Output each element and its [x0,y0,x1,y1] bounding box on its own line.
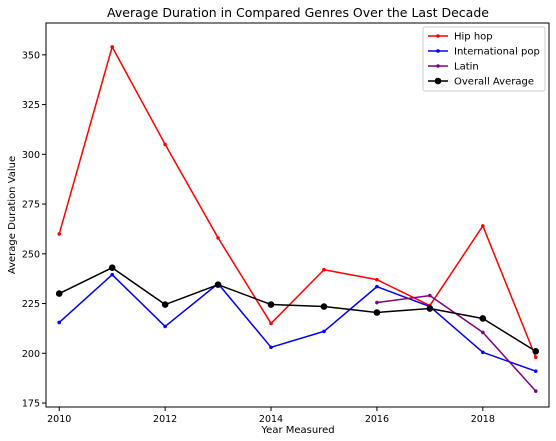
data-point [426,305,434,312]
data-point [320,303,328,310]
x-tick-label: 2014 [259,414,283,425]
data-point [163,324,167,329]
data-point [267,301,275,308]
data-point [481,330,485,335]
data-point [479,315,487,322]
series-line [58,46,537,358]
legend-swatch-marker [436,34,440,38]
legend-label: Latin [454,62,479,73]
series-line [376,294,537,392]
y-tick-label: 200 [22,349,40,360]
data-point [322,267,326,272]
legend-entry: Latin [428,62,479,73]
data-point [57,232,62,236]
data-point [533,355,538,360]
data-point [533,369,538,373]
data-point [108,264,116,272]
chart-title: Average Duration in Compared Genres Over… [107,5,489,20]
series-line [58,273,537,372]
data-point [375,284,379,289]
x-tick-label: 2012 [153,414,177,425]
legend-entry: Overall Average [428,77,534,88]
y-tick-label: 300 [22,150,40,161]
series-line [58,266,537,352]
series-hip-hop [57,45,538,360]
plot-frame [45,22,550,408]
data-point [110,45,114,49]
data-point [57,320,62,325]
legend-label: Overall Average [454,77,534,88]
x-tick-label: 2018 [471,414,495,425]
legend-swatch-marker [436,49,440,53]
data-point [163,142,167,147]
y-tick-label: 325 [22,100,40,111]
series-group [55,45,540,393]
data-point [216,236,220,240]
legend-label: Hip hop [454,32,493,43]
legend-entry: International pop [428,47,540,58]
y-axis-label: Average Duration Value [7,156,18,274]
legend-swatch-marker [434,77,442,85]
data-point [375,277,379,282]
legend-entry: Hip hop [428,32,493,43]
legend: Hip hop International pop Latin Overall Ave… [422,26,546,92]
data-point [481,350,485,355]
data-point [481,224,485,228]
x-tick-label: 2016 [365,414,389,425]
data-point [269,345,273,350]
axis-ticks: 2010 2012 2014 2016 2018 175 200 225 250 275 300 32… [22,50,495,425]
y-tick-label: 275 [22,200,40,211]
data-point [161,301,169,308]
series-overall-average [55,264,540,355]
y-tick-label: 225 [22,299,40,310]
legend-label: International pop [454,47,540,58]
legend-swatch-marker [436,64,440,68]
x-tick-label: 2010 [47,414,71,425]
data-point [375,300,379,305]
y-tick-label: 175 [22,399,40,410]
data-point [533,389,538,393]
data-point [55,290,63,297]
data-point [110,272,114,277]
data-point [532,347,540,355]
y-tick-label: 250 [22,249,40,260]
data-point [269,321,273,326]
data-point [373,309,381,316]
data-point [214,281,222,288]
y-tick-label: 350 [22,50,40,61]
series-latin [375,293,538,393]
series-international-pop [57,272,538,373]
data-point [428,293,432,298]
legend-box [422,26,546,92]
x-axis-label: Year Measured [260,425,334,436]
data-point [322,329,326,334]
